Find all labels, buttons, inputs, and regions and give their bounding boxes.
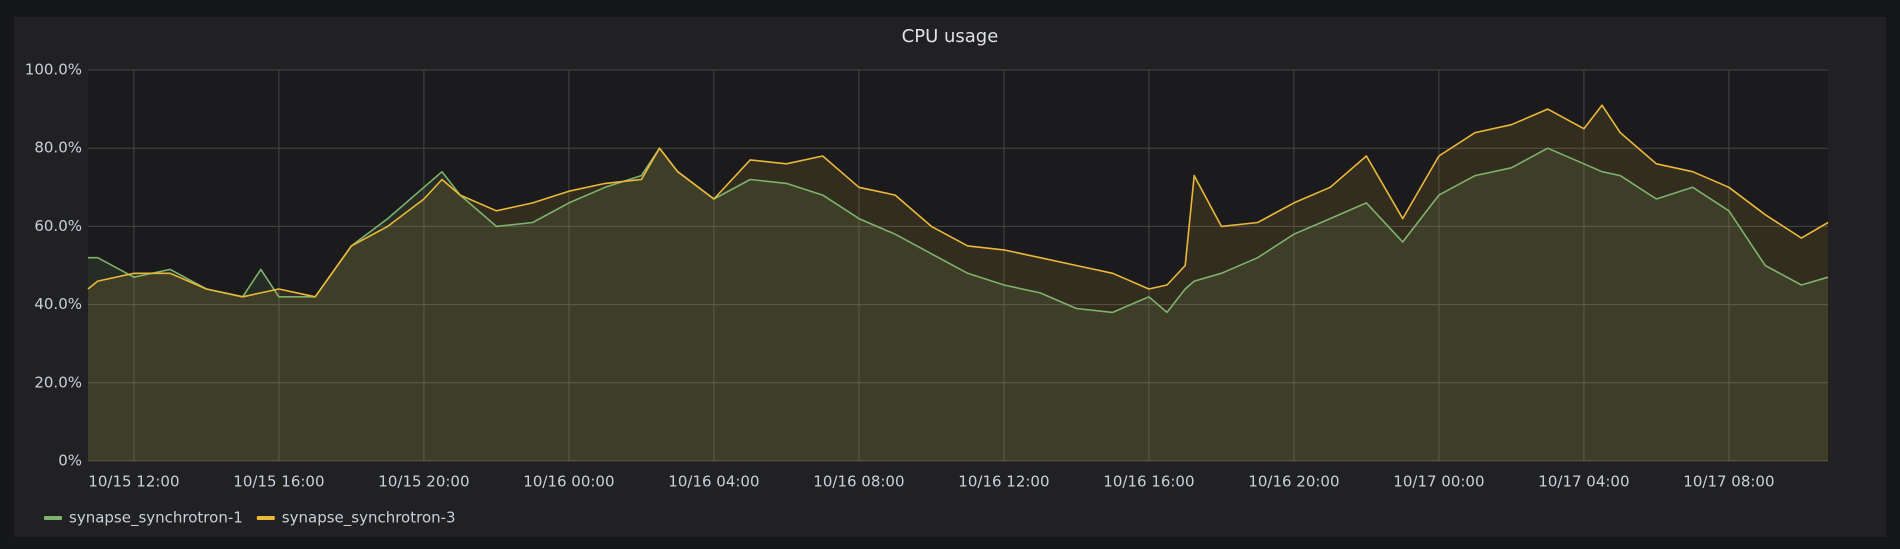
x-tick-label: 10/15 16:00	[233, 473, 324, 491]
chart-title: CPU usage	[902, 26, 999, 47]
x-tick-label: 10/17 08:00	[1683, 473, 1774, 491]
y-tick-label: 0%	[58, 452, 82, 470]
legend-swatch	[44, 516, 62, 520]
y-tick-label: 40.0%	[34, 295, 82, 313]
x-tick-label: 10/16 04:00	[668, 473, 759, 491]
legend-label: synapse_synchrotron-1	[69, 509, 243, 528]
y-tick-label: 100.0%	[25, 61, 82, 79]
y-tick-label: 60.0%	[34, 217, 82, 235]
y-tick-label: 20.0%	[34, 373, 82, 391]
legend-label: synapse_synchrotron-3	[282, 509, 456, 528]
x-tick-label: 10/17 04:00	[1538, 473, 1629, 491]
plot-area	[88, 70, 1828, 461]
area-fill	[88, 105, 1828, 461]
x-tick-label: 10/16 00:00	[523, 473, 614, 491]
x-tick-label: 10/17 00:00	[1393, 473, 1484, 491]
legend-swatch	[256, 516, 275, 520]
x-tick-label: 10/16 20:00	[1248, 473, 1339, 491]
x-tick-label: 10/16 08:00	[813, 473, 904, 491]
x-tick-label: 10/15 12:00	[88, 473, 179, 491]
x-tick-label: 10/16 12:00	[958, 473, 1049, 491]
series-line	[88, 147, 1829, 314]
y-tick-label: 80.0%	[34, 139, 82, 157]
x-tick-label: 10/16 16:00	[1103, 473, 1194, 491]
x-tick-label: 10/15 20:00	[378, 473, 469, 491]
series-line	[87, 104, 1829, 298]
area-fill	[88, 148, 1828, 461]
